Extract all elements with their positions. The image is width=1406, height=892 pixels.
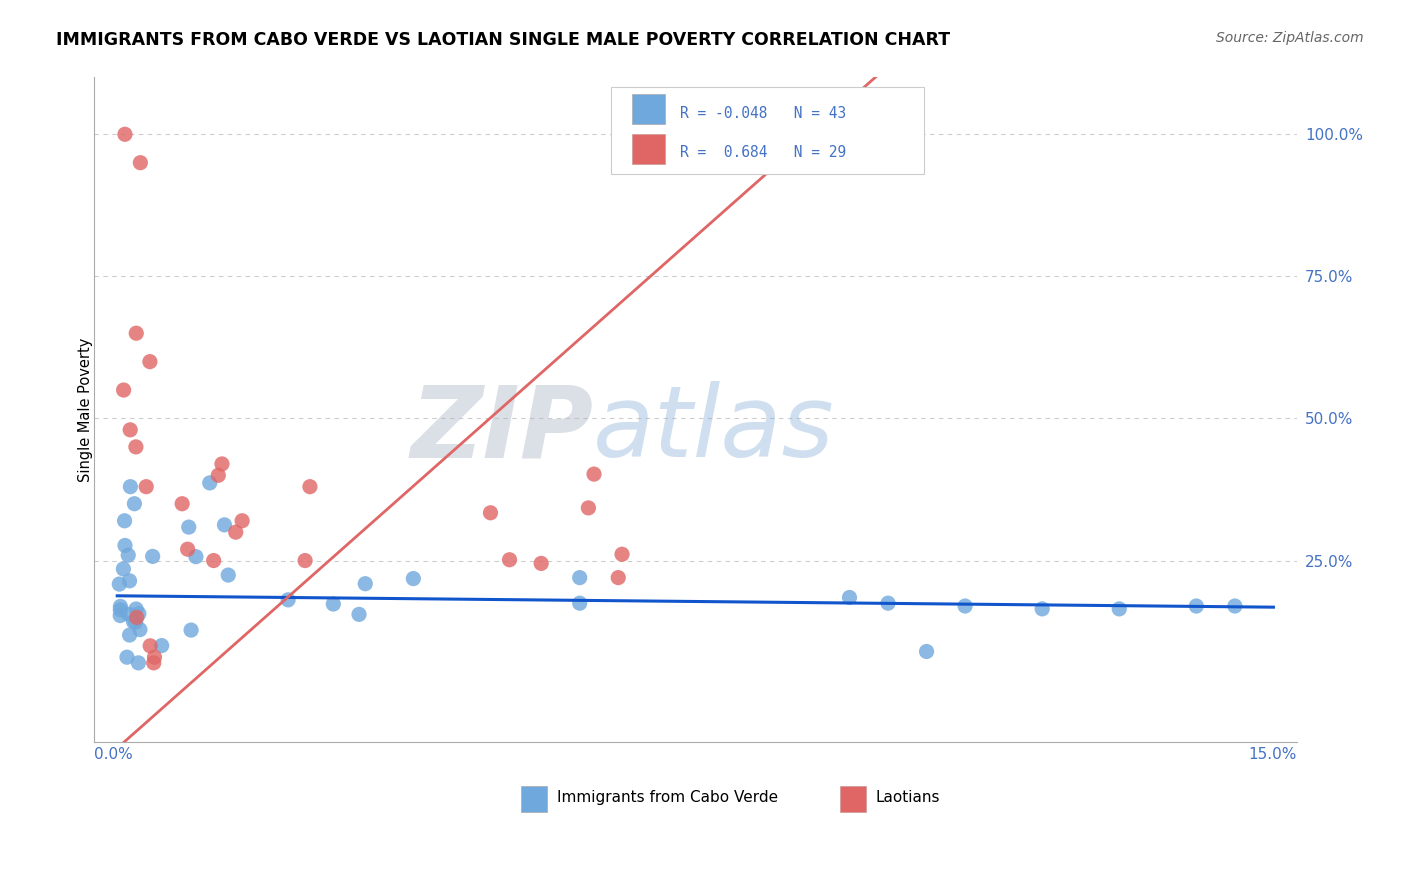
Point [838,591,860,605]
Point [354,576,377,591]
Point [231,514,253,528]
Text: 15.0%: 15.0% [1249,747,1296,762]
Point [198,475,221,490]
Point [150,639,173,653]
Point [176,542,198,557]
Text: Source: ZipAtlas.com: Source: ZipAtlas.com [1216,31,1364,45]
Point [610,547,633,561]
Point [142,549,165,564]
Point [114,538,136,552]
Point [114,128,136,142]
Point [120,480,142,494]
Y-axis label: Single Male Poverty: Single Male Poverty [79,338,93,483]
Point [294,553,316,567]
Point [915,644,938,658]
Point [118,628,141,642]
Text: Laotians: Laotians [876,790,941,805]
Point [139,354,162,368]
Point [139,639,162,653]
Point [120,423,142,437]
Point [568,571,591,585]
Point [576,500,599,515]
Text: atlas: atlas [593,382,835,478]
FancyBboxPatch shape [612,87,924,174]
Point [1031,602,1053,616]
Point [322,597,344,611]
Point [110,603,132,617]
Point [277,592,299,607]
Point [125,326,148,341]
Point [298,480,321,494]
Point [127,656,149,670]
Point [217,568,239,582]
Point [177,520,200,534]
Point [118,574,141,588]
Point [347,607,370,622]
FancyBboxPatch shape [522,786,547,813]
Point [211,457,233,471]
Text: IMMIGRANTS FROM CABO VERDE VS LAOTIAN SINGLE MALE POVERTY CORRELATION CHART: IMMIGRANTS FROM CABO VERDE VS LAOTIAN SI… [56,31,950,49]
Point [128,623,150,637]
FancyBboxPatch shape [631,95,665,124]
Text: ZIP: ZIP [411,382,593,478]
Point [1185,599,1208,613]
Text: 0.0%: 0.0% [94,747,132,762]
Point [142,656,165,670]
Point [129,155,152,169]
Point [117,607,139,622]
Point [214,517,236,532]
Text: R = -0.048   N = 43: R = -0.048 N = 43 [679,105,846,120]
Point [135,480,157,494]
Point [202,553,225,567]
Point [110,599,132,614]
Point [108,608,131,623]
Point [568,596,591,610]
FancyBboxPatch shape [839,786,866,813]
Point [582,467,605,482]
Point [180,623,202,637]
Point [530,557,553,571]
Point [124,615,146,630]
FancyBboxPatch shape [631,134,665,164]
Point [122,615,145,629]
Point [128,607,150,621]
Point [112,383,135,397]
Point [1223,599,1246,613]
Text: Immigrants from Cabo Verde: Immigrants from Cabo Verde [557,790,778,805]
Point [125,602,148,616]
Point [172,497,194,511]
Point [115,650,138,665]
Point [498,553,520,567]
Point [877,596,900,610]
Point [184,549,207,564]
Point [114,514,136,528]
Point [125,440,148,454]
Point [108,577,131,591]
Point [225,525,247,540]
Point [402,572,425,586]
Point [125,610,148,624]
Point [143,650,166,665]
Point [785,128,807,142]
Point [953,599,976,613]
Point [112,562,135,576]
Point [1108,602,1130,616]
Point [117,548,139,562]
Point [207,468,229,483]
Point [479,506,502,520]
Point [607,571,630,585]
Point [124,497,146,511]
Text: R =  0.684   N = 29: R = 0.684 N = 29 [679,145,846,161]
